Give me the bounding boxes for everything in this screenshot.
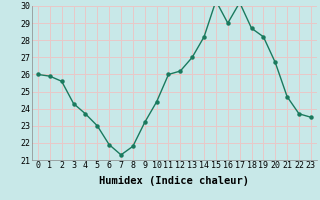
X-axis label: Humidex (Indice chaleur): Humidex (Indice chaleur) bbox=[100, 176, 249, 186]
